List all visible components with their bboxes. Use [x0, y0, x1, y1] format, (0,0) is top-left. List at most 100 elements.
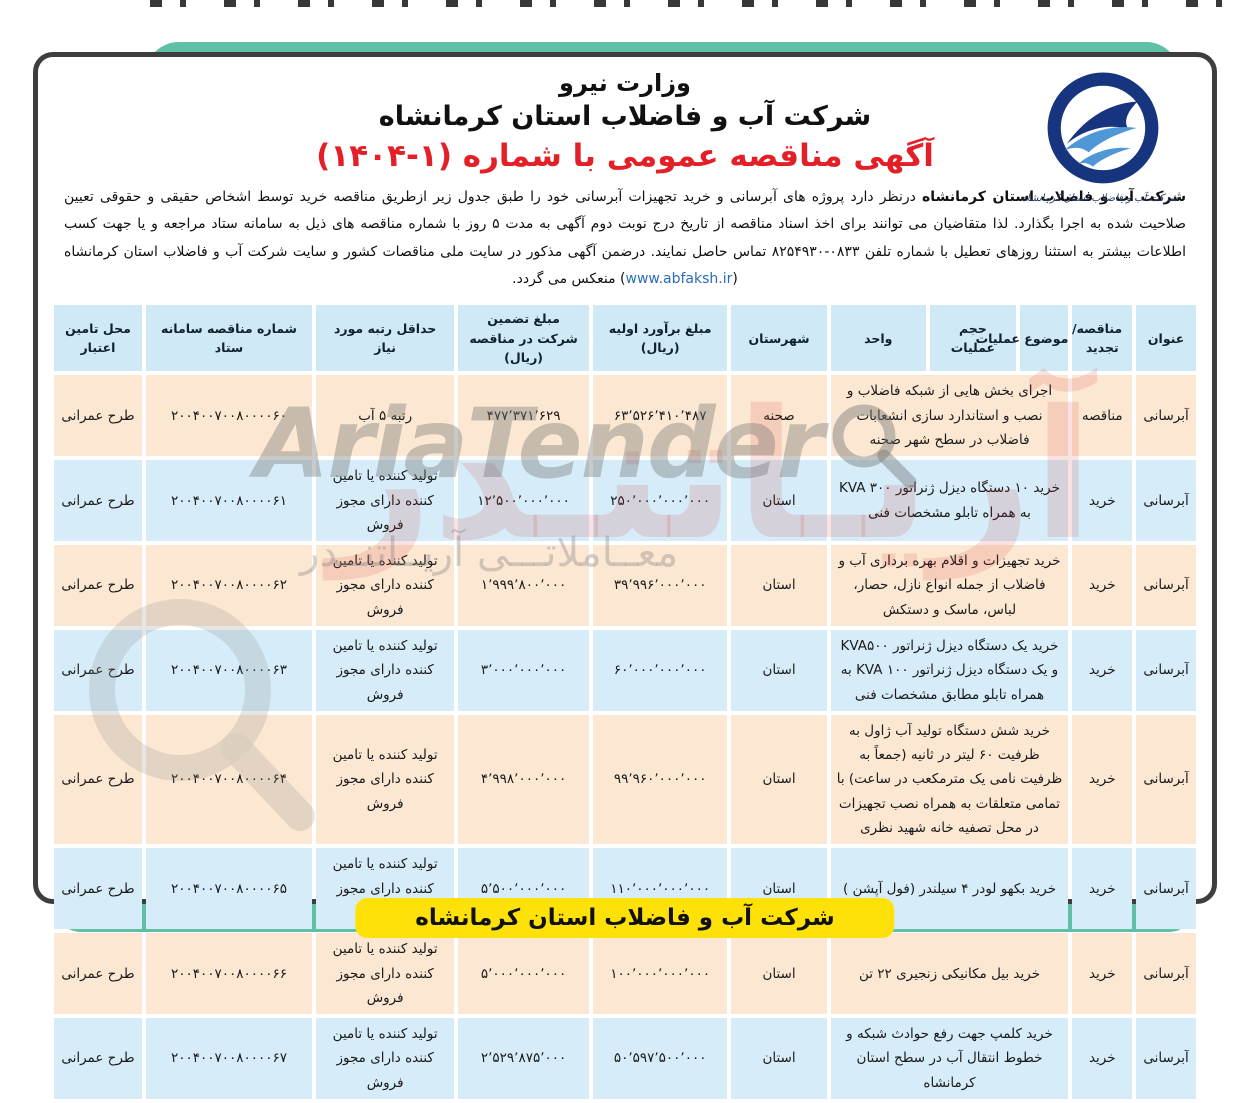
cell-subject: خرید یک دستگاه دیزل ژنراتور KVA۵۰۰ و یک … — [830, 629, 1069, 711]
column-header-1: مناقصه/ تجدید — [1072, 305, 1133, 372]
website-link: www.abfaksh.ir — [625, 270, 733, 287]
cell-estimate: ۶۳٬۵۲۶٬۴۱۰٬۴۸۷ — [592, 375, 728, 457]
cell-guarantee: ۵٬۰۰۰٬۰۰۰٬۰۰۰ — [458, 933, 589, 1015]
cell-subject: خرید شش دستگاه تولید آب ژاول به ظرفیت ۶۰… — [830, 714, 1069, 845]
cell-title: آبرسانی — [1136, 714, 1196, 845]
column-header-2: موضوع عملیات — [976, 305, 1069, 372]
cell-funding: طرح عمرانی — [54, 848, 142, 930]
table-row: آبرسانی خرید خرید بکهو لودر ۴ سیلندر (فول … — [54, 848, 1196, 930]
cell-tender-no: ۲۰۰۴۰۰۷۰۰۸۰۰۰۰۶۷ — [145, 1018, 313, 1100]
intro-lead: شرکت آب و فاضلاب استان کرمانشاه — [922, 189, 1186, 205]
cell-title: آبرسانی — [1136, 545, 1196, 626]
intro-body: درنظر دارد پروژه های آبرسانی و خرید تجهی… — [64, 189, 1186, 287]
scanned-tender-announcement: { "header": { "ministry": "وزارت نیرو", … — [33, 0, 1250, 1100]
cell-rank: تولید کننده یا تامین کننده دارای مجوز فر… — [316, 1018, 455, 1100]
cell-estimate: ۶۰٬۰۰۰٬۰۰۰٬۰۰۰ — [592, 629, 728, 711]
cell-rank: رتبه ۵ آب — [316, 375, 455, 457]
cell-subject: خرید ۱۰ دستگاه دیزل ژنراتور KVA ۳۰۰ به ه… — [830, 460, 1069, 542]
clipped-print-marks — [150, 0, 1250, 7]
announcement-title: آگهی مناقصه عمومی با شماره (۱-۱۴۰۴) — [316, 138, 934, 174]
cell-county: صحنه — [731, 375, 827, 457]
table-row: آبرسانی خرید خرید کلمپ جهت رفع حوادث شبکه … — [54, 1018, 1196, 1100]
cell-funding: طرح عمرانی — [54, 1018, 142, 1100]
table-row: آبرسانی خرید خرید ۱۰ دستگاه دیزل ژنراتور K… — [54, 460, 1196, 542]
cell-county: استان — [731, 1018, 827, 1100]
cell-county: استان — [731, 714, 827, 845]
cell-estimate: ۵۰٬۵۹۷٬۵۰۰٬۰۰۰ — [592, 1018, 728, 1100]
cell-county: استان — [731, 933, 827, 1015]
table-row: آبرسانی خرید خرید تجهیزات و اقلام بهره برد… — [54, 545, 1196, 626]
cell-rank: تولید کننده یا تامین کننده دارای مجوز فر… — [316, 714, 455, 845]
cell-estimate: ۳۹٬۹۹۶٬۰۰۰٬۰۰۰ — [592, 545, 728, 626]
cell-subject: خرید بیل مکانیکی زنجیری ۲۲ تن — [830, 933, 1069, 1015]
cell-rank: تولید کننده یا تامین کننده دارای مجوز فر… — [316, 933, 455, 1015]
cell-title: آبرسانی — [1136, 1018, 1196, 1100]
tenders-table: عنوان مناقصه/ تجدید موضوع عملیات حجم عملیات… — [50, 301, 1200, 1103]
column-header-6: مبلغ برآورد اولیه (ریال) — [592, 305, 728, 372]
cell-funding: طرح عمرانی — [54, 460, 142, 542]
column-header-7: مبلغ تضمین شرکت در مناقصه (ریال) — [458, 305, 589, 372]
table-row: آبرسانی مناقصه اجرای بخش هایی از شبکه فاضل… — [54, 375, 1196, 457]
intro-tail: ) منعکس می گردد. — [512, 270, 626, 287]
cell-type: خرید — [1072, 848, 1133, 930]
cell-estimate: ۲۵۰٬۰۰۰٬۰۰۰٬۰۰۰ — [592, 460, 728, 542]
cell-tender-no: ۲۰۰۴۰۰۷۰۰۸۰۰۰۰۶۳ — [145, 629, 313, 711]
column-header-10: محل تامین اعتبار — [54, 305, 142, 372]
cell-tender-no: ۲۰۰۴۰۰۷۰۰۸۰۰۰۰۶۱ — [145, 460, 313, 542]
cell-estimate: ۹۹٬۹۶۰٬۰۰۰٬۰۰۰ — [592, 714, 728, 845]
cell-tender-no: ۲۰۰۴۰۰۷۰۰۸۰۰۰۰۶۴ — [145, 714, 313, 845]
logo-caption: شرکت آب و فاضلاب استان کرمانشاه — [1021, 193, 1178, 204]
table-row: آبرسانی خرید خرید بیل مکانیکی زنجیری ۲۲ تن… — [54, 933, 1196, 1015]
column-header-9: شماره مناقصه سامانه ستاد — [145, 305, 313, 372]
table-row: آبرسانی خرید خرید شش دستگاه تولید آب ژاول … — [54, 714, 1196, 845]
announcement-card: شرکت آب و فاضلاب استان کرمانشاه وزارت نی… — [33, 52, 1217, 1100]
cell-subject: خرید تجهیزات و اقلام بهره برداری آب و فا… — [830, 545, 1069, 626]
cell-title: آبرسانی — [1136, 629, 1196, 711]
cell-funding: طرح عمرانی — [54, 629, 142, 711]
cell-type: خرید — [1072, 1018, 1133, 1100]
cell-rank: تولید کننده یا تامین کننده دارای مجوز فر… — [316, 460, 455, 542]
cell-guarantee: ۳٬۰۰۰٬۰۰۰٬۰۰۰ — [458, 629, 589, 711]
cell-guarantee: ۴٬۹۹۸٬۰۰۰٬۰۰۰ — [458, 714, 589, 845]
column-header-4: واحد — [830, 305, 926, 372]
cell-funding: طرح عمرانی — [54, 933, 142, 1015]
intro-paragraph: شرکت آب و فاضلاب استان کرمانشاه درنظر دا… — [64, 184, 1186, 293]
cell-tender-no: ۲۰۰۴۰۰۷۰۰۸۰۰۰۰۶۵ — [145, 848, 313, 930]
tenders-table-body: آبرسانی مناقصه اجرای بخش هایی از شبکه فاضل… — [54, 375, 1196, 1100]
cell-type: مناقصه — [1072, 375, 1133, 457]
cell-guarantee: ۲٬۵۲۹٬۸۷۵٬۰۰۰ — [458, 1018, 589, 1100]
cell-guarantee: ۱۲٬۵۰۰٬۰۰۰٬۰۰۰ — [458, 460, 589, 542]
column-header-3: حجم عملیات — [929, 305, 1016, 372]
cell-type: خرید — [1072, 629, 1133, 711]
cell-guarantee: ۱٬۹۹۹٬۸۰۰٬۰۰۰ — [458, 545, 589, 626]
cell-type: خرید — [1072, 460, 1133, 542]
cell-county: استان — [731, 460, 827, 542]
table-row: آبرسانی خرید خرید یک دستگاه دیزل ژنراتور K… — [54, 629, 1196, 711]
cell-tender-no: ۲۰۰۴۰۰۷۰۰۸۰۰۰۰۶۰ — [145, 375, 313, 457]
cell-tender-no: ۲۰۰۴۰۰۷۰۰۸۰۰۰۰۶۶ — [145, 933, 313, 1015]
cell-funding: طرح عمرانی — [54, 714, 142, 845]
cell-subject: اجرای بخش هایی از شبکه فاضلاب و نصب و اس… — [830, 375, 1069, 457]
cell-title: آبرسانی — [1136, 460, 1196, 542]
cell-county: استان — [731, 545, 827, 626]
water-waves-logo-icon — [1047, 72, 1159, 184]
tenders-table-header: عنوان مناقصه/ تجدید موضوع عملیات حجم عملیات… — [54, 305, 1196, 372]
column-header-8: حداقل رتبه مورد نیاز — [316, 305, 455, 372]
cell-tender-no: ۲۰۰۴۰۰۷۰۰۸۰۰۰۰۶۲ — [145, 545, 313, 626]
company-logo: شرکت آب و فاضلاب استان کرمانشاه — [1021, 69, 1178, 204]
cell-type: خرید — [1072, 933, 1133, 1015]
column-header-5: شهرستان — [731, 305, 827, 372]
cell-type: خرید — [1072, 545, 1133, 626]
footer-company-banner: شرکت آب و فاضلاب استان کرمانشاه — [355, 898, 895, 938]
cell-title: آبرسانی — [1136, 933, 1196, 1015]
column-header-0: عنوان — [1136, 305, 1196, 372]
cell-rank: تولید کننده یا تامین کننده دارای مجوز فر… — [316, 545, 455, 626]
ministry-title: وزارت نیرو — [559, 69, 691, 97]
cell-funding: طرح عمرانی — [54, 375, 142, 457]
cell-estimate: ۱۰۰٬۰۰۰٬۰۰۰٬۰۰۰ — [592, 933, 728, 1015]
cell-type: خرید — [1072, 714, 1133, 845]
cell-guarantee: ۴۷۷٬۳۷۱٬۶۲۹ — [458, 375, 589, 457]
cell-rank: تولید کننده یا تامین کننده دارای مجوز فر… — [316, 629, 455, 711]
company-title: شرکت آب و فاضلاب استان کرمانشاه — [378, 101, 872, 132]
announcement-header: شرکت آب و فاضلاب استان کرمانشاه وزارت نی… — [50, 63, 1200, 204]
